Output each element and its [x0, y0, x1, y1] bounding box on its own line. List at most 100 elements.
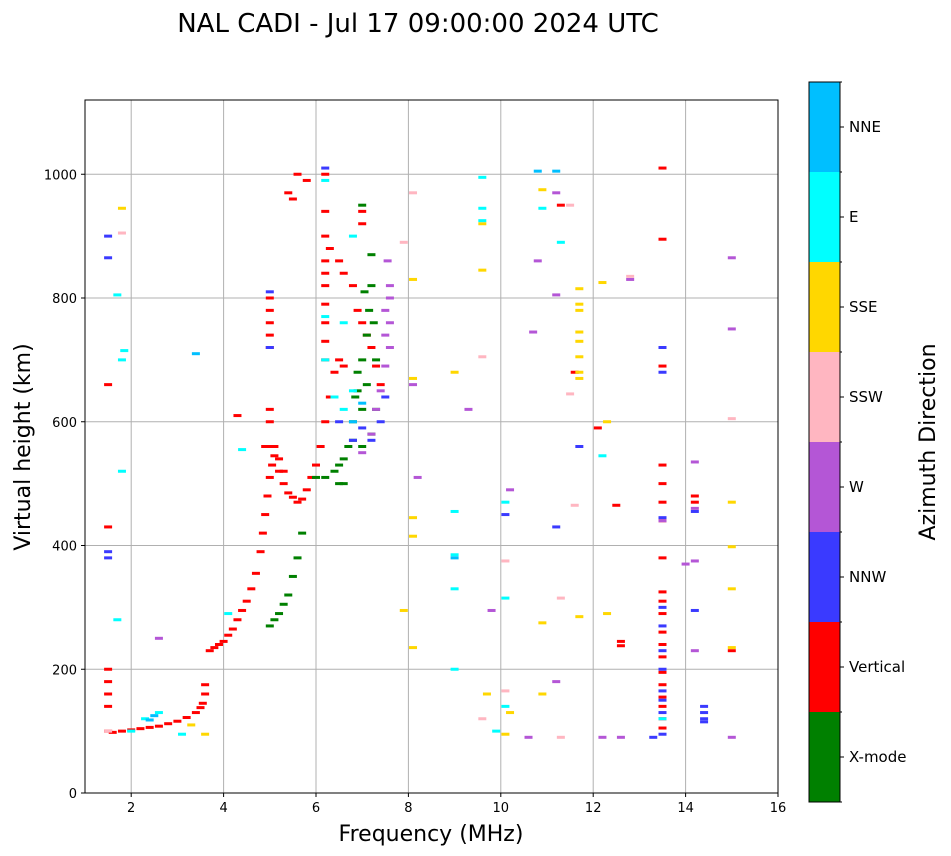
data-point-vertical [658, 630, 667, 634]
data-point-w [381, 364, 390, 368]
data-point-w [385, 346, 394, 349]
data-point-vertical [164, 722, 173, 726]
data-point-nnw [649, 735, 658, 739]
data-point-vertical [154, 724, 163, 728]
data-point-ssw [727, 417, 736, 421]
data-point-x-mode [270, 618, 279, 622]
data-point-vertical [265, 296, 274, 300]
data-point-w [464, 407, 473, 411]
data-point-vertical [247, 587, 256, 591]
colorbar-label: SSW [849, 388, 883, 406]
plot-frame [84, 99, 779, 794]
data-point-w [372, 407, 381, 411]
data-point-vertical [293, 172, 302, 176]
y-tick-label: 800 [52, 292, 77, 307]
x-tick-label: 16 [770, 801, 787, 816]
data-point-x-mode [275, 612, 284, 616]
data-point-vertical [265, 420, 274, 424]
data-point-x-mode [344, 445, 353, 448]
data-point-e [321, 178, 330, 182]
data-point-w [616, 735, 625, 739]
data-point-e [538, 206, 547, 210]
data-point-w [367, 432, 376, 436]
data-point-vertical [298, 497, 307, 501]
data-point-vertical [658, 166, 667, 170]
data-point-e [478, 206, 487, 210]
data-point-nnw [265, 346, 274, 349]
data-point-vertical [321, 271, 330, 275]
data-point-vertical [182, 716, 191, 720]
colorbar-swatch [809, 82, 840, 172]
data-point-e [141, 717, 150, 721]
data-point-e [450, 667, 459, 671]
data-point-ssw [501, 559, 510, 563]
data-point-vertical [117, 729, 126, 733]
data-point-w [529, 330, 538, 334]
data-point-vertical [251, 571, 260, 575]
data-point-nnw [376, 420, 385, 424]
x-tick-label: 12 [585, 801, 602, 816]
data-point-nnw [104, 234, 113, 238]
data-point-e [556, 240, 565, 244]
data-point-vertical [302, 488, 311, 492]
colorbar-title: Azimuth Direction [916, 343, 941, 540]
y-tick-label: 400 [52, 540, 77, 555]
data-point-vertical [316, 445, 325, 448]
data-point-sse [409, 277, 418, 281]
data-point-sse [575, 287, 584, 291]
data-point-e [113, 618, 122, 622]
data-point-vertical [210, 646, 219, 650]
data-point-vertical [268, 463, 277, 467]
data-point-w [381, 308, 390, 312]
data-point-w [533, 259, 542, 263]
data-point-x-mode [265, 624, 274, 628]
data-point-e [478, 175, 487, 179]
data-point-vertical [658, 695, 667, 699]
data-point-w [154, 636, 163, 640]
data-point-vertical [358, 222, 367, 226]
data-point-x-mode [367, 284, 376, 288]
colorbar-swatch [809, 172, 840, 262]
data-point-e [450, 553, 459, 557]
data-point-vertical [265, 445, 274, 448]
data-point-vertical [288, 495, 297, 499]
data-point-sse [598, 281, 607, 285]
data-point-e [492, 729, 501, 733]
data-point-x-mode [279, 602, 288, 606]
data-point-vertical [238, 608, 247, 612]
data-point-w [690, 559, 699, 563]
x-tick-label: 8 [404, 801, 412, 816]
data-point-ssw [570, 503, 579, 507]
data-point-vertical [242, 599, 251, 603]
data-point-nne [348, 420, 357, 424]
data-point-nnw [690, 608, 699, 612]
data-point-sse [187, 723, 196, 727]
data-point-vertical [302, 178, 311, 182]
x-axis-label: Frequency (MHz) [339, 822, 524, 847]
colorbar-label: E [849, 208, 858, 226]
data-point-vertical [325, 395, 334, 399]
data-point-sse [201, 732, 210, 736]
data-point-vertical [658, 364, 667, 368]
data-point-x-mode [298, 531, 307, 535]
data-point-vertical [173, 719, 182, 723]
colorbar-label: SSE [849, 298, 878, 316]
data-point-nnw [700, 711, 709, 715]
data-point-vertical [270, 454, 279, 458]
data-point-ssw [399, 240, 408, 244]
data-point-nne [150, 714, 159, 718]
data-point-vertical [658, 683, 667, 687]
data-point-vertical [556, 203, 565, 207]
data-point-w [690, 649, 699, 653]
data-point-vertical [321, 339, 330, 343]
data-point-w [381, 333, 390, 337]
data-point-vertical [353, 308, 362, 312]
data-point-vertical [335, 259, 344, 263]
data-point-x-mode [358, 203, 367, 207]
y-axis-label: Virtual height (km) [11, 343, 36, 550]
data-point-ssw [556, 596, 565, 600]
data-point-vertical [321, 302, 330, 306]
data-point-w [385, 321, 394, 325]
data-point-vertical [284, 491, 293, 495]
data-point-sse [506, 711, 515, 715]
